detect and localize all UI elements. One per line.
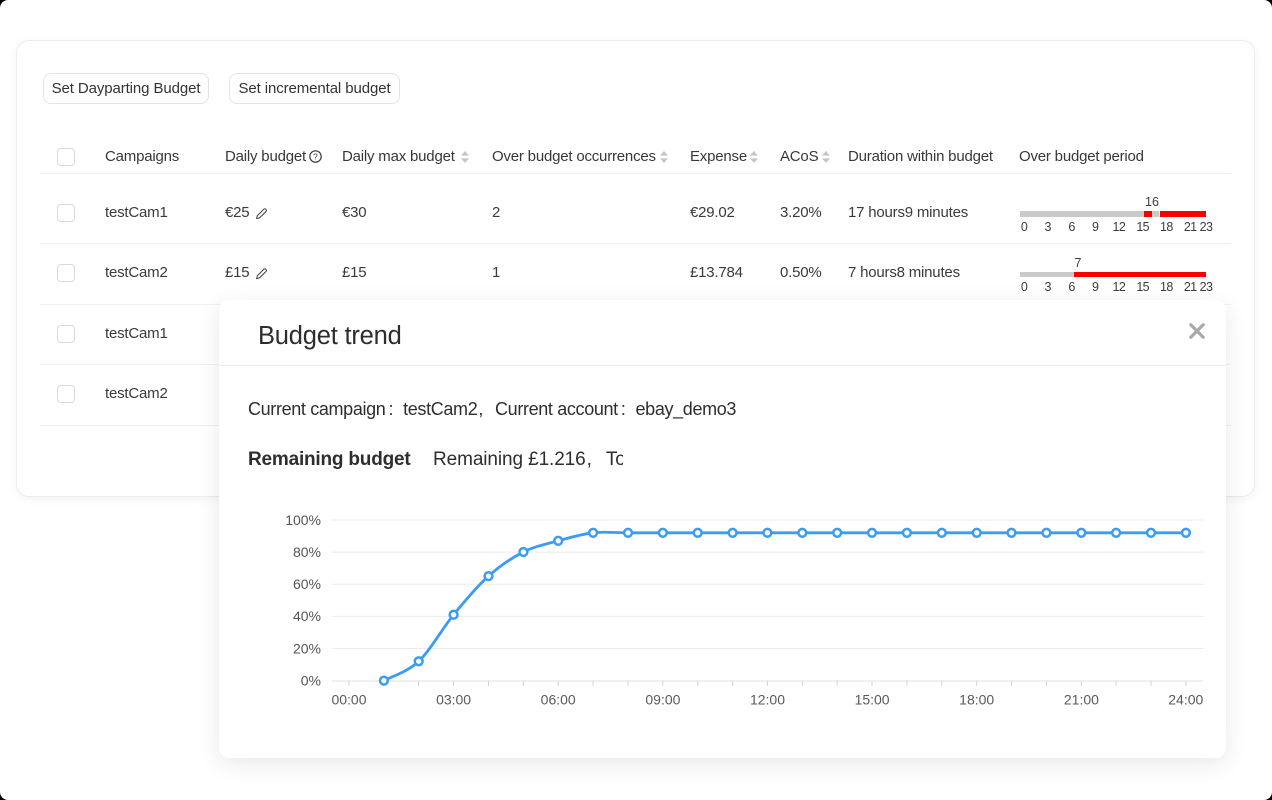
svg-text:60%: 60% bbox=[293, 576, 321, 592]
svg-text:100%: 100% bbox=[285, 512, 321, 528]
svg-text:09:00: 09:00 bbox=[645, 692, 680, 708]
svg-text:00:00: 00:00 bbox=[331, 692, 366, 708]
svg-text:24:00: 24:00 bbox=[1168, 692, 1203, 708]
svg-text:80%: 80% bbox=[293, 544, 321, 560]
svg-text:21:00: 21:00 bbox=[1064, 692, 1099, 708]
svg-text:12:00: 12:00 bbox=[750, 692, 785, 708]
svg-text:20%: 20% bbox=[293, 640, 321, 656]
svg-text:06:00: 06:00 bbox=[541, 692, 576, 708]
svg-text:03:00: 03:00 bbox=[436, 692, 471, 708]
svg-text:18:00: 18:00 bbox=[959, 692, 994, 708]
svg-text:40%: 40% bbox=[293, 608, 321, 624]
svg-text:15:00: 15:00 bbox=[855, 692, 890, 708]
svg-text:?: ? bbox=[313, 151, 318, 161]
svg-text:0%: 0% bbox=[301, 672, 321, 688]
